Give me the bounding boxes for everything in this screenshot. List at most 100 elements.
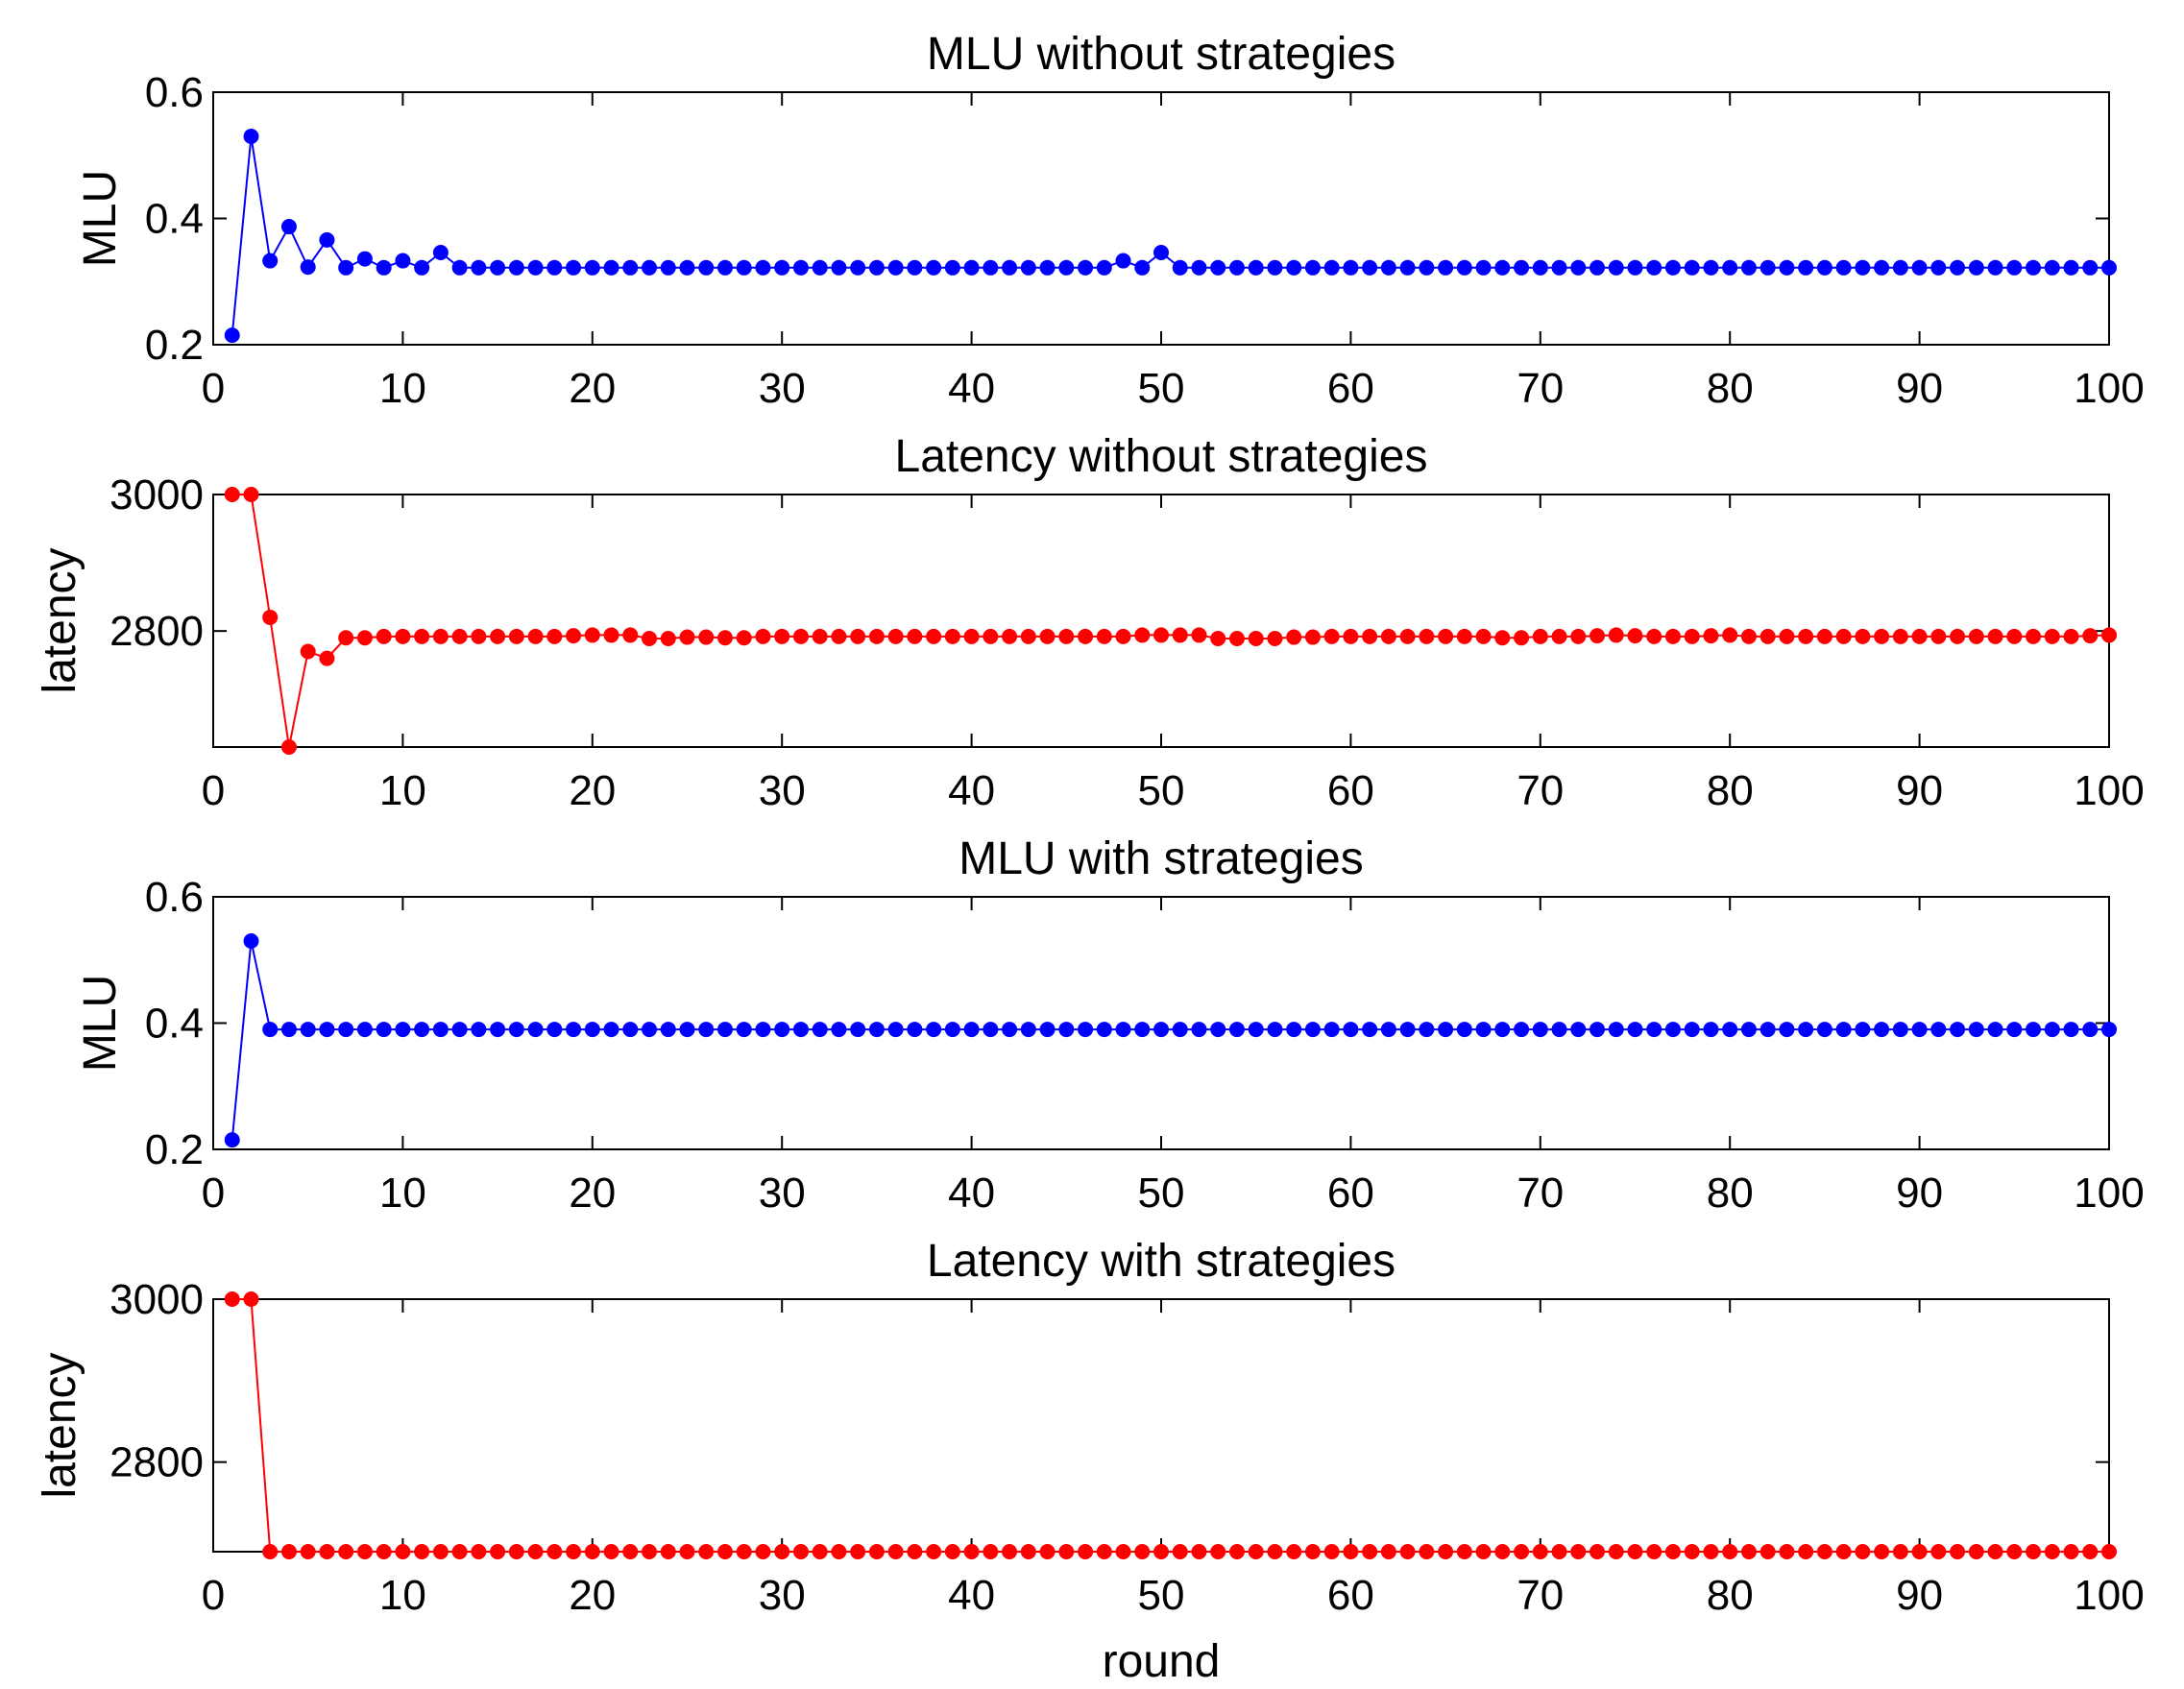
data-point — [1589, 628, 1606, 644]
data-point — [2026, 628, 2042, 644]
data-point — [944, 1022, 960, 1038]
data-point — [2063, 628, 2079, 644]
data-point — [471, 628, 487, 644]
axes-box — [212, 494, 2110, 748]
data-point — [1722, 259, 1738, 276]
data-point — [1684, 1544, 1700, 1559]
data-point — [1987, 1022, 2003, 1038]
x-tick-label: 30 — [759, 767, 806, 814]
data-point — [679, 629, 695, 645]
data-point — [1494, 1022, 1511, 1038]
data-point — [1551, 259, 1567, 276]
data-point — [1930, 628, 1947, 644]
data-point — [508, 1544, 524, 1559]
data-point — [868, 1544, 885, 1559]
data-point — [1228, 1544, 1245, 1559]
data-point — [1532, 1544, 1548, 1559]
data-point — [679, 1022, 695, 1038]
data-point — [224, 1132, 240, 1148]
data-point — [2006, 1544, 2023, 1559]
data-point — [338, 630, 354, 646]
data-point — [698, 259, 715, 276]
data-point — [527, 1022, 544, 1038]
data-point — [1627, 1022, 1643, 1038]
data-point — [963, 1544, 980, 1559]
data-point — [850, 628, 866, 644]
data-point — [1759, 1544, 1776, 1559]
axes-box — [212, 1298, 2110, 1553]
x-tick-label: 30 — [759, 1572, 806, 1619]
x-tick-label: 50 — [1138, 1170, 1185, 1217]
data-point — [944, 1544, 960, 1559]
data-point — [812, 628, 828, 644]
x-tick-label: 30 — [759, 365, 806, 412]
data-point — [2101, 1544, 2117, 1559]
y-tick-label: 3000 — [109, 1276, 204, 1323]
data-point — [1228, 630, 1245, 646]
data-point — [1228, 259, 1245, 276]
data-point — [983, 628, 999, 644]
data-point — [1172, 1544, 1188, 1559]
data-point — [736, 259, 752, 276]
y-tick-label: 0.4 — [145, 1001, 204, 1048]
data-point — [2063, 259, 2079, 276]
data-point — [2006, 628, 2023, 644]
data-point — [603, 1544, 619, 1559]
data-point — [755, 259, 771, 276]
data-point — [471, 259, 487, 276]
data-point — [1153, 627, 1169, 643]
data-point — [1058, 628, 1075, 644]
data-point — [1343, 1544, 1359, 1559]
data-point — [1058, 259, 1075, 276]
data-point — [792, 628, 809, 644]
data-point — [566, 259, 582, 276]
series-line — [231, 135, 2109, 336]
y-axis-label: MLU — [75, 975, 126, 1072]
data-point — [1987, 628, 2003, 644]
data-point — [1343, 628, 1359, 644]
data-point — [907, 1022, 923, 1038]
data-point — [983, 1022, 999, 1038]
data-point — [1514, 1022, 1530, 1038]
data-point — [2006, 259, 2023, 276]
data-point — [850, 1022, 866, 1038]
data-point — [1323, 628, 1340, 644]
data-point — [774, 628, 790, 644]
data-point — [1532, 628, 1548, 644]
data-point — [1475, 259, 1492, 276]
data-point — [1078, 1022, 1094, 1038]
data-point — [1115, 1022, 1131, 1038]
data-point — [736, 630, 752, 646]
data-point — [736, 1544, 752, 1559]
x-tick-label: 10 — [379, 1170, 426, 1217]
data-point — [1419, 1544, 1435, 1559]
data-point — [395, 1022, 411, 1038]
data-point — [1210, 1544, 1226, 1559]
data-point — [1798, 259, 1814, 276]
data-point — [679, 259, 695, 276]
x-tick-label: 80 — [1707, 767, 1754, 814]
x-tick-label: 70 — [1517, 1170, 1564, 1217]
data-point — [2101, 259, 2117, 276]
data-point — [2082, 1544, 2099, 1559]
y-axis-label: MLU — [75, 170, 126, 267]
data-point — [1816, 628, 1832, 644]
x-tick-label: 40 — [948, 365, 995, 412]
data-point — [1779, 628, 1795, 644]
data-point — [280, 1544, 297, 1559]
x-tick-label: 80 — [1707, 1170, 1754, 1217]
data-point — [1608, 1544, 1624, 1559]
data-point — [1134, 1022, 1151, 1038]
data-point — [716, 1022, 733, 1038]
data-point — [1627, 1544, 1643, 1559]
data-point — [1532, 259, 1548, 276]
data-point — [716, 259, 733, 276]
data-point — [2044, 628, 2060, 644]
x-tick-label: 50 — [1138, 767, 1185, 814]
data-point — [300, 259, 316, 276]
data-point — [1551, 1022, 1567, 1038]
data-point — [1115, 253, 1131, 269]
data-point — [1759, 628, 1776, 644]
chart-title: MLU with strategies — [959, 833, 1363, 884]
